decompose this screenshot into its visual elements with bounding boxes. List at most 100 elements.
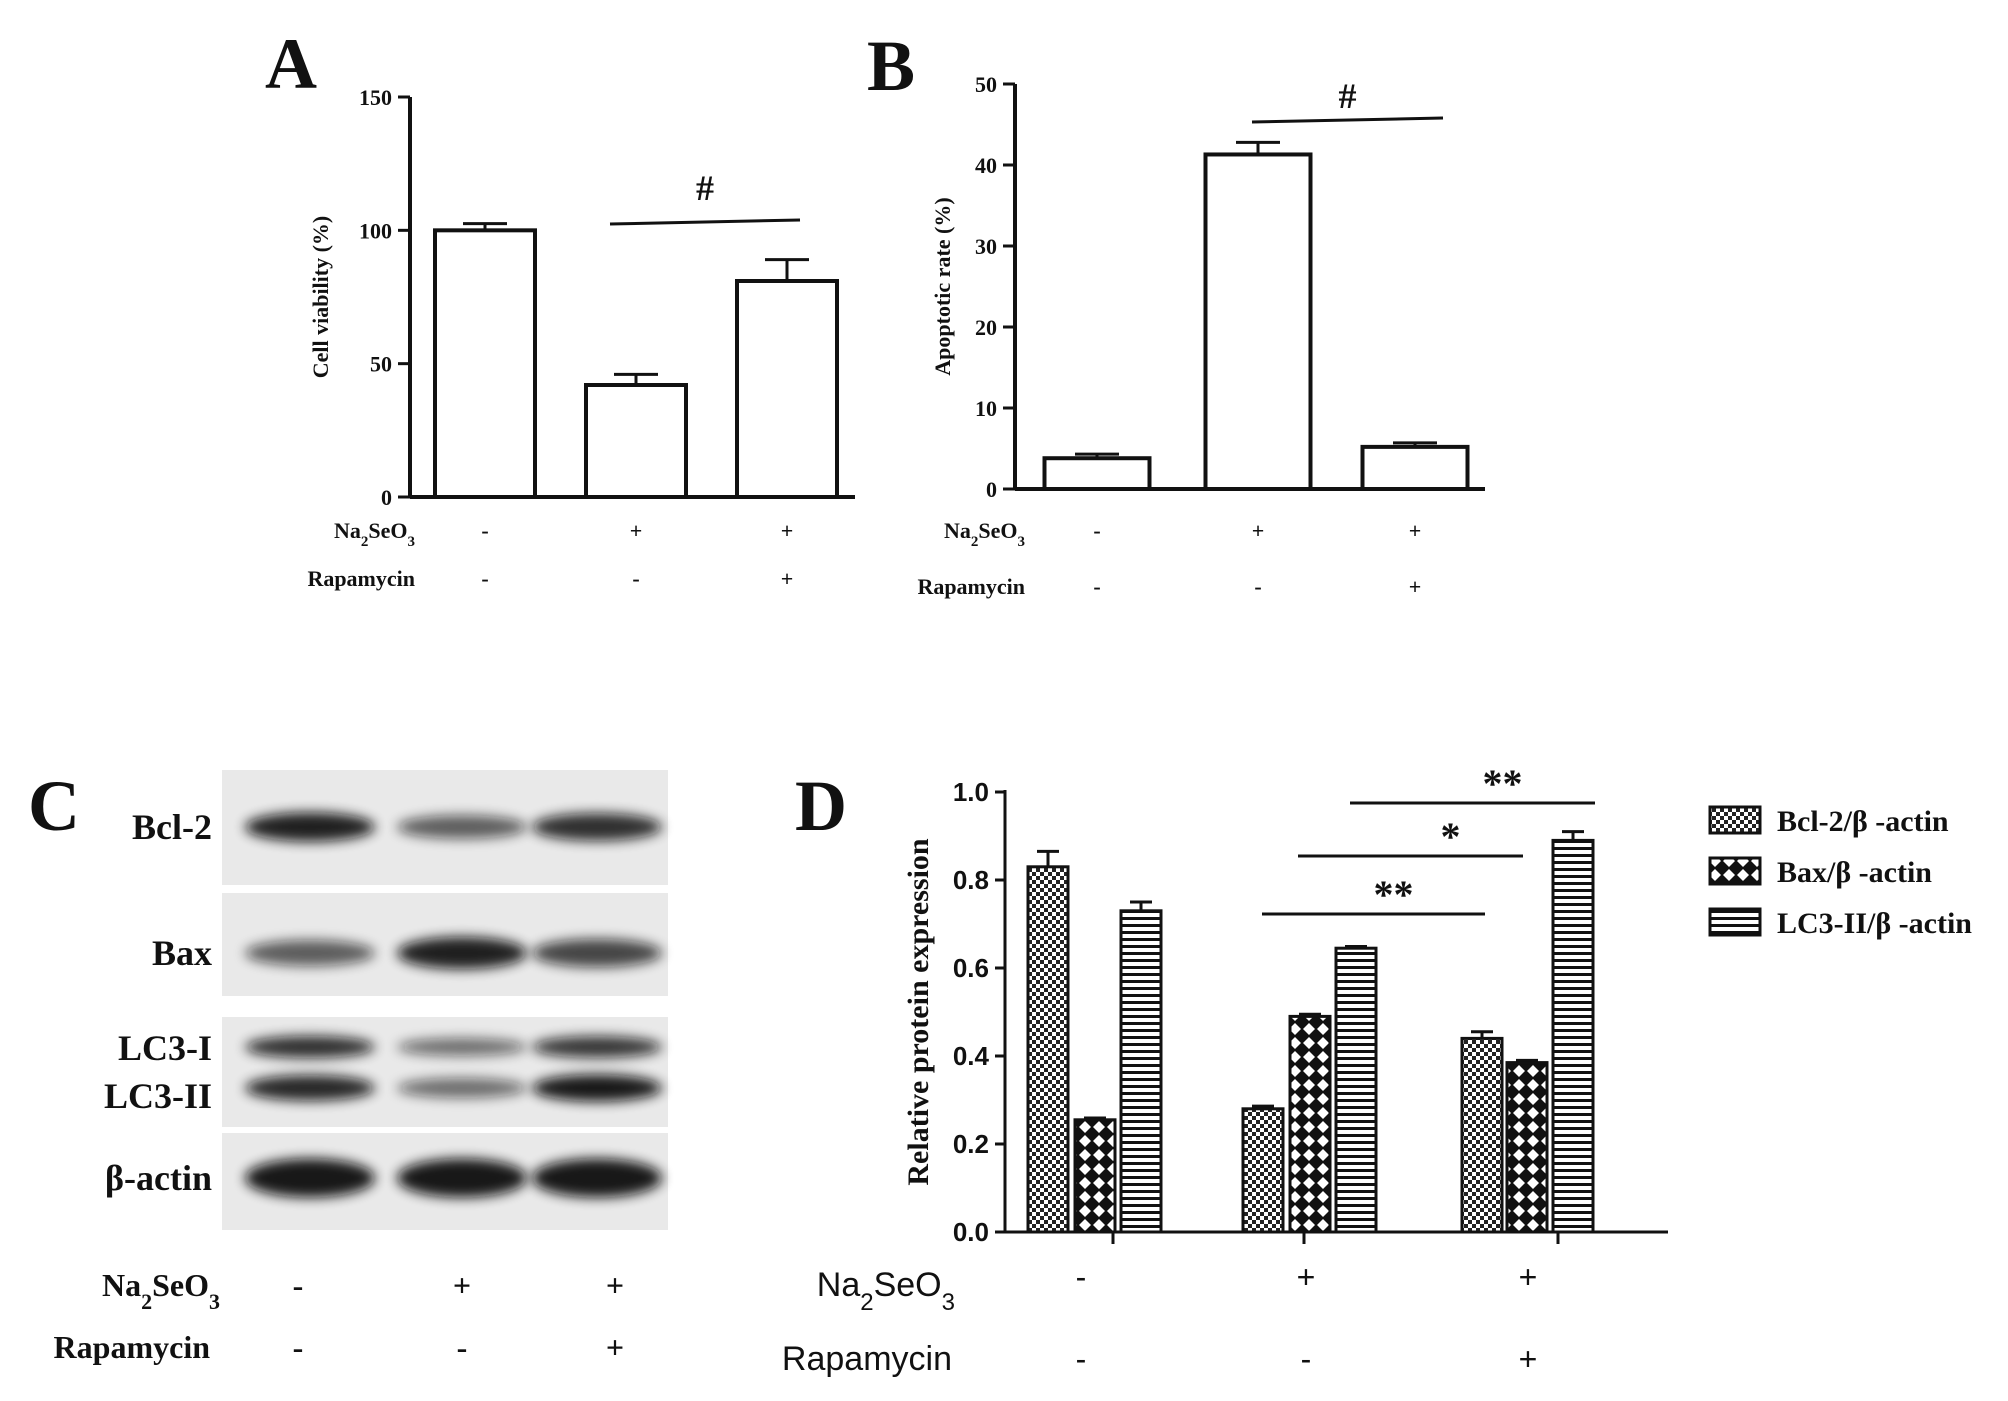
bar bbox=[584, 383, 688, 499]
significance-marker: # bbox=[1339, 76, 1357, 116]
panel-d-grouped-bar-chart: 0.0 0.2 0.4 0.6 0.8 1.0 Relative protein expre… bbox=[782, 761, 1972, 1378]
significance-marker: # bbox=[696, 168, 714, 208]
blot-band bbox=[245, 1075, 375, 1101]
treatment-label: Rapamycin bbox=[917, 574, 1025, 599]
treatment-sign: - bbox=[293, 1267, 304, 1303]
y-tick-label: 0.4 bbox=[953, 1041, 990, 1071]
legend-swatch bbox=[1708, 805, 1762, 835]
y-tick-label: 0 bbox=[986, 477, 997, 502]
treatment-sign: + bbox=[1252, 518, 1265, 543]
bar bbox=[1334, 946, 1378, 1234]
bar bbox=[1073, 1118, 1117, 1234]
treatment-sign: + bbox=[453, 1267, 471, 1303]
bar bbox=[1505, 1061, 1549, 1234]
treatment-sign: - bbox=[1093, 574, 1100, 599]
y-tick-label: 1.0 bbox=[953, 777, 989, 807]
blot-band bbox=[397, 936, 527, 970]
significance-marker: ** bbox=[1374, 872, 1414, 917]
treatment-label: Rapamycin bbox=[782, 1340, 952, 1378]
treatment-sign: - bbox=[293, 1329, 304, 1365]
treatment-sign: + bbox=[606, 1329, 624, 1365]
y-axis-label: Cell viability (%) bbox=[308, 216, 333, 379]
treatment-sign: - bbox=[1301, 1341, 1312, 1377]
bar bbox=[1119, 909, 1163, 1234]
treatment-label: Rapamycin bbox=[307, 566, 415, 591]
legend-label: Bax/β -actin bbox=[1777, 856, 1932, 889]
treatment-sign: + bbox=[1409, 518, 1422, 543]
treatment-sign: + bbox=[606, 1267, 624, 1303]
blot-band bbox=[397, 1078, 527, 1098]
legend-swatch bbox=[1708, 907, 1762, 937]
treatment-sign: + bbox=[781, 566, 794, 591]
significance-line bbox=[1251, 116, 1444, 124]
panel-a-bar-chart: 0 50 100 150 Cell viability (%) # Na2SeO3 - + + Ra… bbox=[307, 85, 855, 591]
blot-row-label: Bcl-2 bbox=[132, 807, 212, 847]
blot-band bbox=[532, 1074, 662, 1102]
treatment-label: Rapamycin bbox=[54, 1329, 211, 1365]
y-tick-label: 0.0 bbox=[953, 1217, 989, 1247]
blot-row-label: Bax bbox=[152, 933, 212, 973]
y-tick-label: 50 bbox=[370, 352, 392, 377]
blot-band bbox=[532, 1036, 662, 1058]
y-tick-label: 10 bbox=[975, 396, 997, 421]
bar bbox=[1042, 456, 1152, 492]
legend-label: Bcl-2/β -actin bbox=[1777, 805, 1949, 838]
bar bbox=[1241, 1107, 1285, 1234]
significance-line bbox=[609, 218, 801, 226]
bar bbox=[735, 279, 839, 499]
treatment-label: Na2SeO3 bbox=[817, 1266, 955, 1316]
significance-marker: ** bbox=[1483, 761, 1523, 806]
treatment-sign: - bbox=[1076, 1259, 1087, 1295]
blot-band bbox=[245, 940, 375, 966]
y-tick-label: 0.6 bbox=[953, 953, 989, 983]
blot-band bbox=[532, 938, 662, 968]
bar bbox=[1288, 1014, 1332, 1234]
y-axis-label: Apoptotic rate (%) bbox=[930, 197, 955, 375]
treatment-sign: - bbox=[1076, 1341, 1087, 1377]
treatment-sign: - bbox=[1254, 574, 1261, 599]
blot-band bbox=[532, 813, 662, 841]
panel-label-b: B bbox=[867, 26, 915, 106]
blot-band bbox=[245, 1035, 375, 1059]
y-tick-label: 0 bbox=[381, 485, 392, 510]
treatment-sign: + bbox=[1409, 574, 1422, 599]
y-tick-label: 40 bbox=[975, 153, 997, 178]
treatment-sign: + bbox=[1519, 1341, 1538, 1377]
y-tick-label: 30 bbox=[975, 234, 997, 259]
bar bbox=[1203, 152, 1313, 491]
y-tick-label: 150 bbox=[359, 85, 392, 110]
legend-swatch bbox=[1708, 856, 1762, 886]
treatment-label: Na2SeO3 bbox=[334, 518, 415, 550]
bar bbox=[1360, 444, 1470, 492]
bar bbox=[1460, 1036, 1504, 1234]
treatment-sign: + bbox=[1297, 1259, 1316, 1295]
treatment-sign: + bbox=[781, 518, 794, 543]
blot-band bbox=[397, 1038, 527, 1056]
blot-band bbox=[245, 812, 375, 842]
bar bbox=[1551, 838, 1595, 1234]
treatment-sign: + bbox=[1519, 1259, 1538, 1295]
treatment-sign: - bbox=[1093, 518, 1100, 543]
blot-band bbox=[245, 1158, 375, 1198]
treatment-sign: - bbox=[481, 518, 488, 543]
treatment-sign: - bbox=[632, 566, 639, 591]
panel-label-c: C bbox=[28, 766, 80, 846]
blot-membrane bbox=[222, 1017, 668, 1127]
blot-band bbox=[397, 1158, 527, 1198]
bar bbox=[1026, 865, 1070, 1234]
treatment-sign: + bbox=[630, 518, 643, 543]
y-tick-label: 20 bbox=[975, 315, 997, 340]
blot-band bbox=[532, 1158, 662, 1198]
treatment-sign: - bbox=[457, 1329, 468, 1365]
significance-marker: * bbox=[1441, 814, 1461, 859]
y-tick-label: 0.8 bbox=[953, 865, 989, 895]
blot-row-label: β-actin bbox=[105, 1158, 212, 1198]
treatment-label: Na2SeO3 bbox=[944, 518, 1025, 550]
panel-c-western-blot: Bcl-2 Bax LC3-I LC3-II β-actin Na2SeO3 - + + Rapa… bbox=[54, 770, 668, 1365]
panel-label-d: D bbox=[795, 766, 847, 846]
y-tick-label: 50 bbox=[975, 72, 997, 97]
y-axis-label: Relative protein expression bbox=[902, 838, 935, 1186]
blot-row-label: LC3-I bbox=[118, 1028, 212, 1068]
legend-label: LC3-II/β -actin bbox=[1777, 907, 1972, 940]
